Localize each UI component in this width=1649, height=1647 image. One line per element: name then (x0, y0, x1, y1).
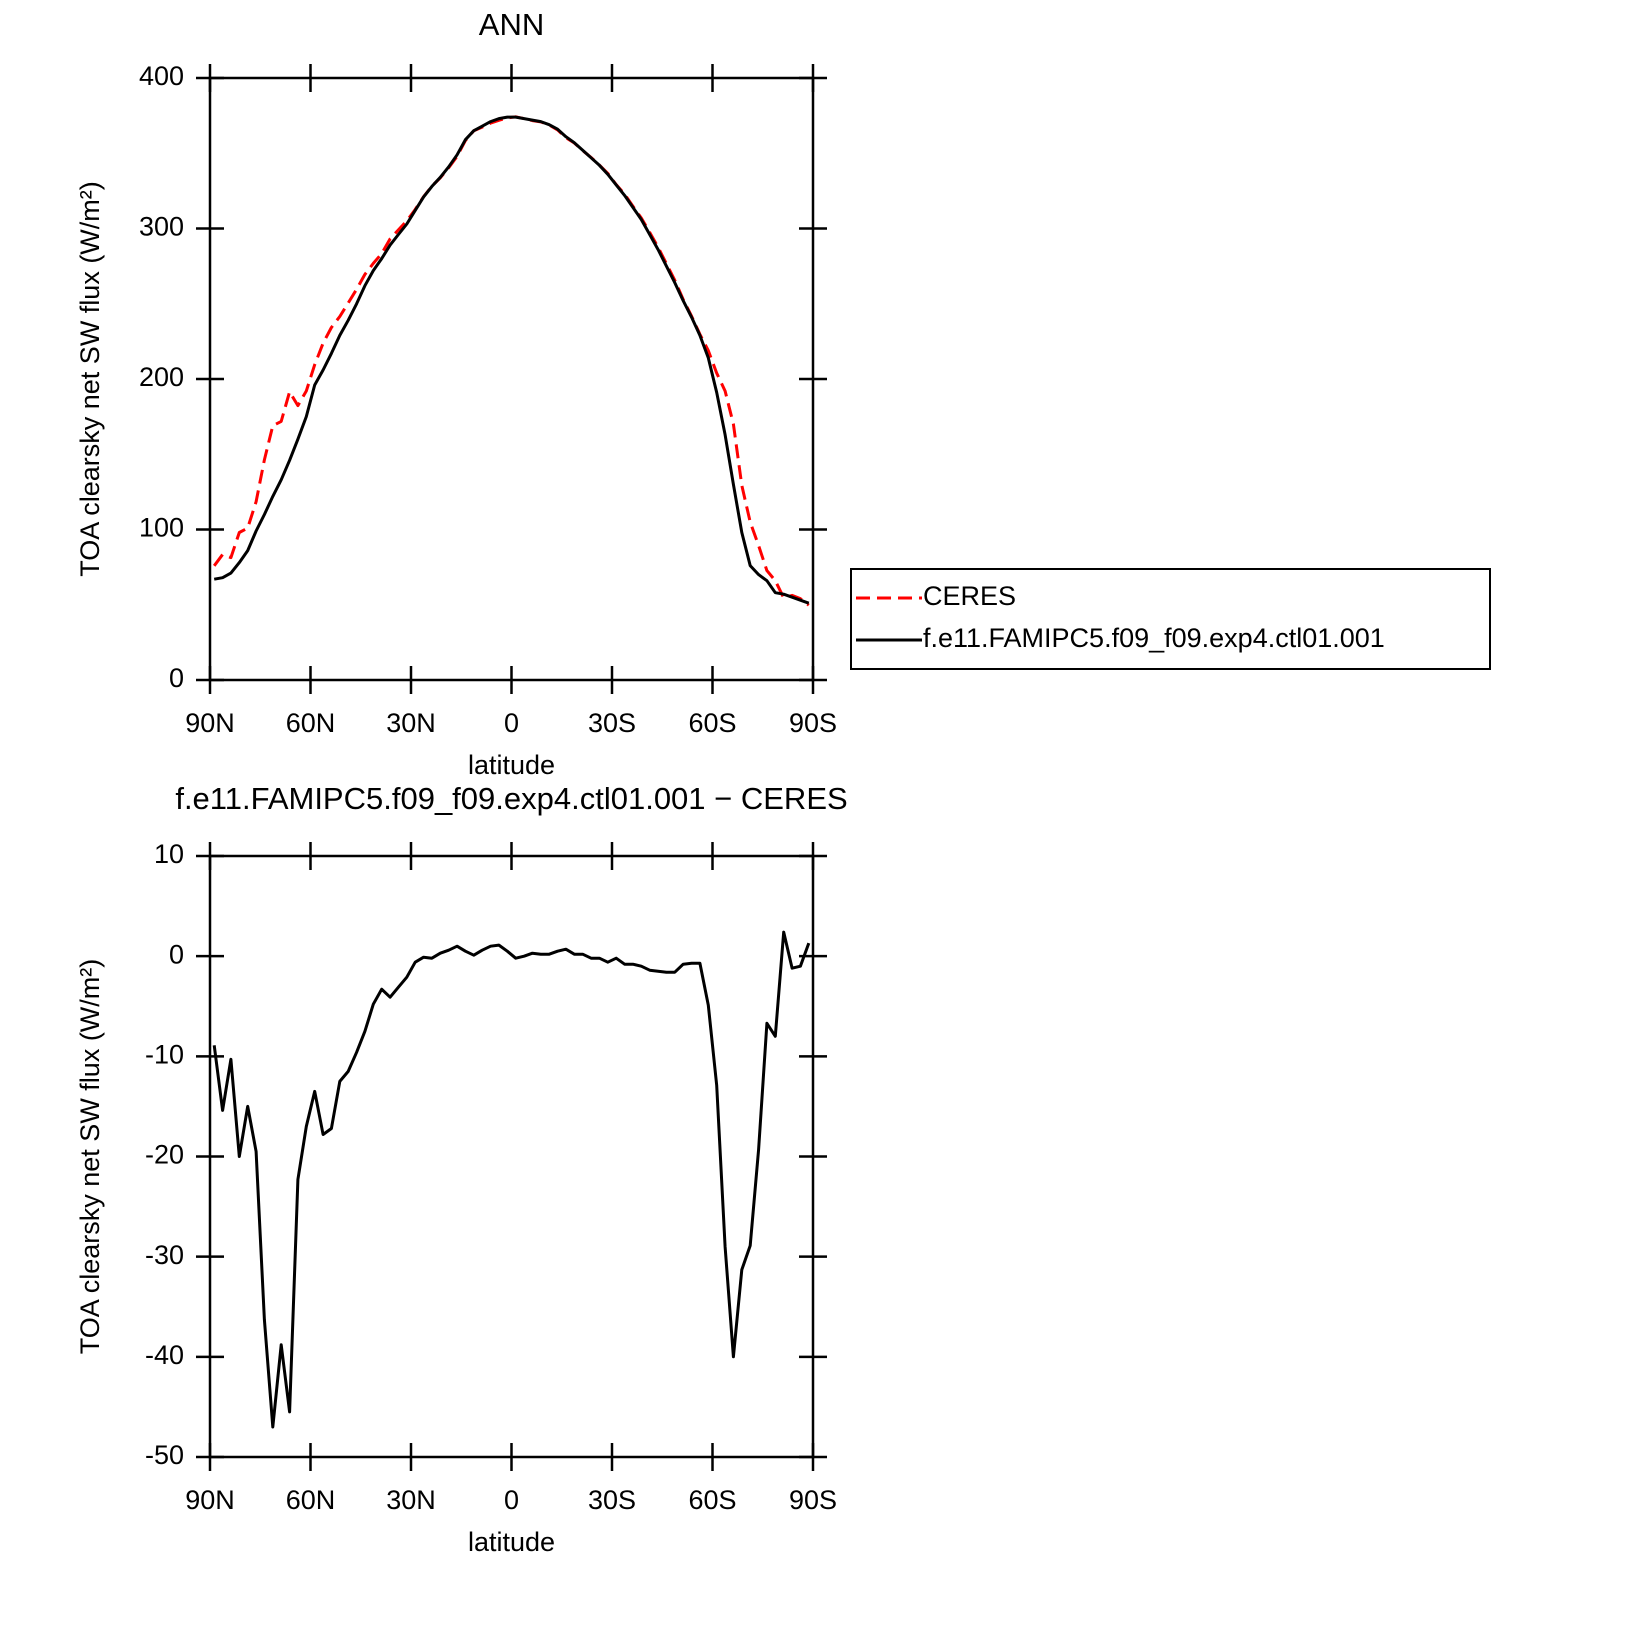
y-tick-label: 100 (139, 513, 184, 543)
y-axis-label: TOA clearsky net SW flux (W/m²) (75, 181, 105, 577)
y-tick-label: 200 (139, 362, 184, 392)
y-tick-label: 0 (169, 939, 184, 969)
y-tick-label: 300 (139, 212, 184, 242)
legend-label: f.e11.FAMIPC5.f09_f09.exp4.ctl01.001 (923, 623, 1385, 653)
x-tick-label: 90S (789, 1485, 837, 1515)
y-tick-label: -30 (145, 1240, 184, 1270)
y-tick-label: 10 (154, 839, 184, 869)
x-tick-label: 60S (688, 1485, 736, 1515)
y-axis-label: TOA clearsky net SW flux (W/m²) (75, 959, 105, 1355)
data-line (212, 115, 810, 607)
y-tick-label: -50 (145, 1440, 184, 1470)
y-tick-label: 400 (139, 61, 184, 91)
x-tick-label: 30S (588, 1485, 636, 1515)
x-tick-label: 90S (789, 708, 837, 738)
x-tick-label: 90N (185, 1485, 235, 1515)
y-tick-label: 0 (169, 663, 184, 693)
x-tick-label: 0 (504, 708, 519, 738)
x-tick-label: 30N (386, 1485, 436, 1515)
x-tick-label: 60N (286, 708, 336, 738)
plot-frame (208, 76, 815, 682)
x-tick-label: 60S (688, 708, 736, 738)
legend-box (850, 568, 1491, 670)
data-line (212, 930, 811, 1429)
x-tick-label: 60N (286, 1485, 336, 1515)
chart-title: ANN (479, 7, 544, 42)
x-tick-label: 0 (504, 1485, 519, 1515)
y-tick-label: -10 (145, 1039, 184, 1069)
legend-label: CERES (923, 581, 1016, 611)
x-tick-label: 30S (588, 708, 636, 738)
x-axis-label: latitude (468, 750, 555, 780)
data-line (213, 115, 810, 605)
x-tick-label: 30N (386, 708, 436, 738)
chart-title: f.e11.FAMIPC5.f09_f09.exp4.ctl01.001 − C… (175, 781, 847, 816)
x-tick-label: 90N (185, 708, 235, 738)
x-axis-label: latitude (468, 1527, 555, 1557)
y-tick-label: -40 (145, 1340, 184, 1370)
y-tick-label: -20 (145, 1140, 184, 1170)
